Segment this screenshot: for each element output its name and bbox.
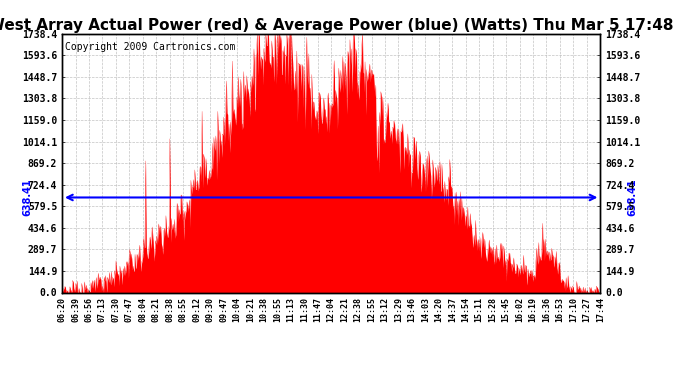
Text: 638.41: 638.41: [22, 178, 32, 216]
Text: Copyright 2009 Cartronics.com: Copyright 2009 Cartronics.com: [65, 42, 235, 51]
Title: West Array Actual Power (red) & Average Power (blue) (Watts) Thu Mar 5 17:48: West Array Actual Power (red) & Average …: [0, 18, 674, 33]
Text: 638.41: 638.41: [628, 178, 638, 216]
